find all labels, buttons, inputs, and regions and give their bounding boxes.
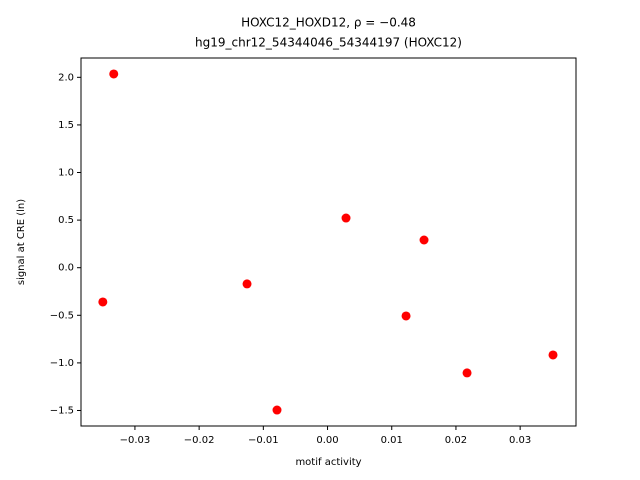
point [242,279,252,289]
point [419,235,429,245]
point [341,213,351,223]
point [272,405,282,415]
x-tick-label: 0.00 [316,435,338,446]
x-tick-label: 0.03 [509,435,531,446]
y-tick-label: 1.0 [58,168,74,179]
y-tick-label: 0.5 [58,215,74,226]
point [98,297,108,307]
y-axis-label: signal at CRE (ln) [16,199,27,285]
point [548,350,558,360]
y-tick-label: −1.5 [50,405,74,416]
x-tick-label: −0.01 [248,435,279,446]
point [109,69,119,79]
y-tick-label: 2.0 [58,72,74,83]
y-tick-label: 1.5 [58,120,74,131]
x-tick-label: −0.03 [120,435,151,446]
y-tick-label: −1.0 [50,358,74,369]
plot-frame [80,57,577,427]
x-axis-label: motif activity [295,457,361,468]
y-tick-label: 0.0 [58,263,74,274]
y-tick-label: −0.5 [50,310,74,321]
x-tick-label: 0.01 [381,435,403,446]
point [401,311,411,321]
point [462,368,472,378]
chart-subtitle: hg19_chr12_54344046_54344197 (HOXC12) [195,36,462,50]
chart-title: HOXC12_HOXD12, ρ = −0.48 [241,16,416,30]
x-tick-label: −0.02 [184,435,215,446]
x-tick-label: 0.02 [445,435,467,446]
